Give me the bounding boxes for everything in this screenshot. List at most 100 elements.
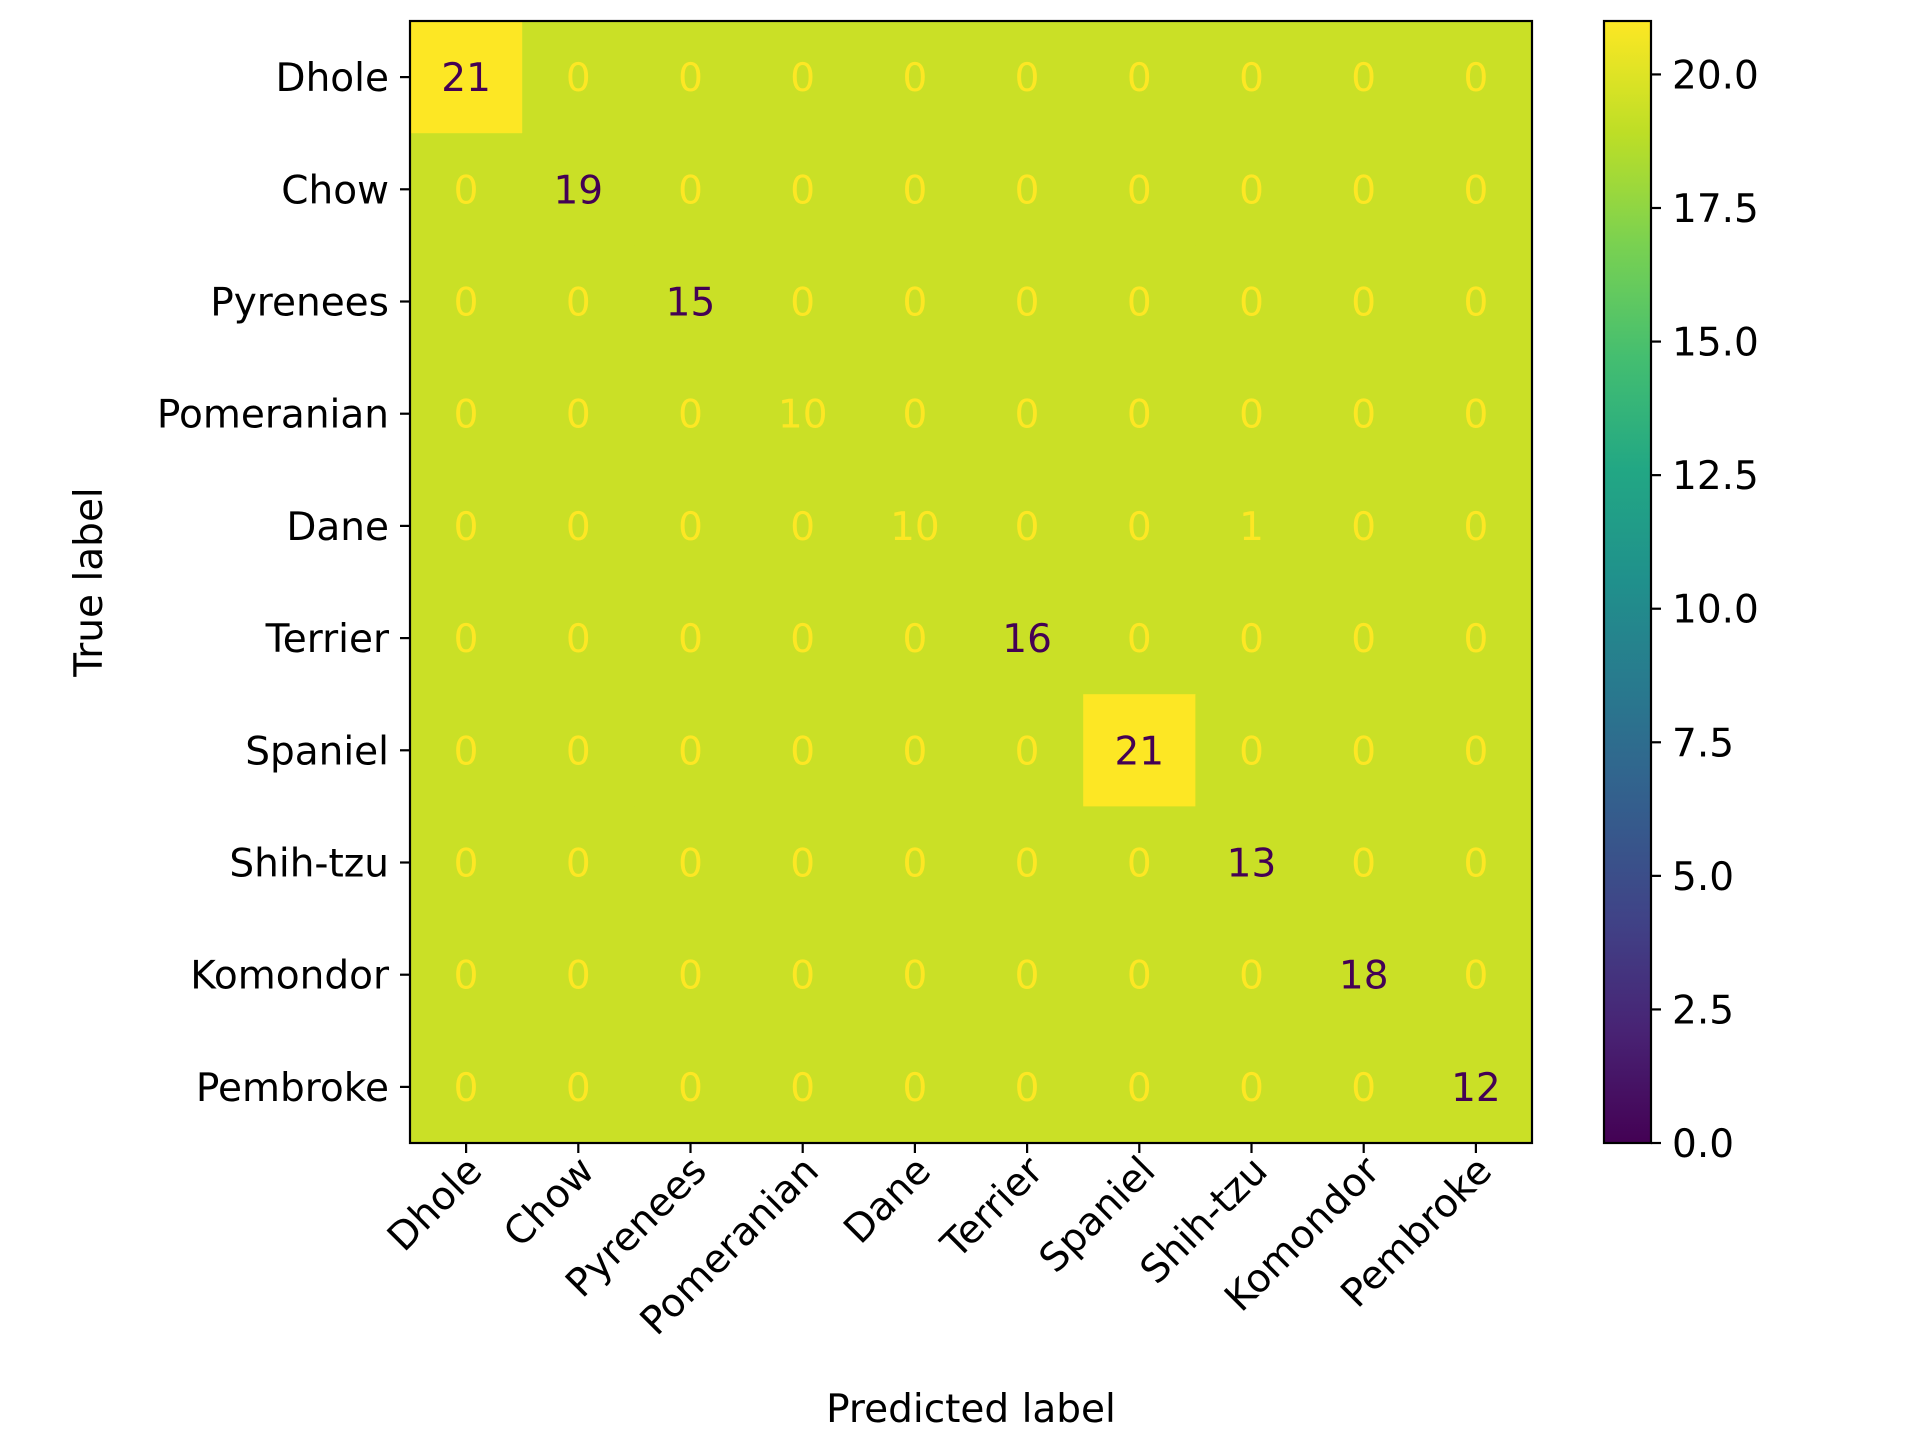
heatmap-cell: [746, 133, 860, 246]
heatmap-cell-value: 0: [902, 168, 927, 213]
heatmap-cell-value: 0: [902, 729, 927, 774]
heatmap-cell-value: 0: [566, 393, 591, 438]
heatmap-cell: [1419, 357, 1533, 471]
heatmap-cell: [1419, 918, 1533, 1032]
heatmap-cell: [1083, 21, 1196, 134]
heatmap-cell: [634, 582, 748, 695]
heatmap-cell: [1083, 694, 1196, 807]
colorbar: [1604, 21, 1651, 1143]
heatmap-cell: [1307, 21, 1421, 134]
heatmap-cell-value: 0: [1463, 505, 1488, 550]
heatmap-cell: [410, 806, 523, 920]
heatmap-cell-value: 16: [1002, 617, 1052, 662]
heatmap-cell: [1083, 806, 1196, 920]
heatmap-cell-value: 0: [1463, 617, 1488, 662]
heatmap-cell-value: 18: [1339, 954, 1389, 999]
heatmap-cell: [410, 694, 523, 807]
heatmap-cell: [1419, 1030, 1533, 1144]
heatmap-cell-value: 10: [778, 393, 828, 438]
heatmap-cell-value: 0: [1127, 393, 1152, 438]
heatmap-cell-value: 0: [1463, 56, 1488, 101]
heatmap-cell-value: 0: [1127, 842, 1152, 887]
heatmap-cell-value: 0: [678, 617, 703, 662]
heatmap-cell: [1083, 357, 1196, 471]
heatmap-cell-value: 0: [678, 1066, 703, 1111]
heatmap-cell-value: 0: [678, 393, 703, 438]
heatmap-cell: [971, 694, 1084, 807]
y-tick-label: Chow: [281, 168, 389, 213]
heatmap-cell-value: 0: [1463, 842, 1488, 887]
heatmap-cell-value: 0: [1015, 168, 1040, 213]
heatmap-cell-value: 0: [790, 729, 815, 774]
y-tick-label: Komondor: [190, 954, 390, 999]
heatmap-cell: [858, 1030, 972, 1144]
heatmap-cell-value: 0: [1239, 729, 1264, 774]
heatmap-cell-value: 0: [678, 729, 703, 774]
heatmap-cell: [634, 245, 748, 359]
heatmap-cell: [1195, 582, 1309, 695]
heatmap-cell: [1307, 806, 1421, 920]
heatmap-cell-value: 0: [1351, 281, 1376, 326]
heatmap-cell-value: 0: [678, 168, 703, 213]
heatmap-cell: [858, 245, 972, 359]
heatmap-cell-value: 21: [1114, 729, 1164, 774]
heatmap-cell-value: 0: [790, 954, 815, 999]
heatmap-cell-value: 0: [1463, 393, 1488, 438]
heatmap-cell-value: 10: [890, 505, 940, 550]
heatmap-cell-value: 0: [1351, 505, 1376, 550]
heatmap-cell-value: 0: [1127, 1066, 1152, 1111]
heatmap-cell-value: 0: [902, 1066, 927, 1111]
heatmap-cell: [858, 582, 972, 695]
plot-frame: [408, 19, 1534, 1145]
heatmap-cell: [410, 245, 523, 359]
heatmap-cell: [1307, 245, 1421, 359]
heatmap-cell-value: 0: [1239, 617, 1264, 662]
heatmap-cell: [1307, 582, 1421, 695]
heatmap-cell: [971, 582, 1084, 695]
heatmap-cell: [1083, 918, 1196, 1032]
heatmap-cell-value: 0: [1015, 281, 1040, 326]
heatmap-cell: [410, 1030, 523, 1144]
y-axis-ticks: Dhole Chow Pyrenees Pomeranian Dane Terrier Sp…: [157, 56, 410, 1111]
heatmap-cell: [634, 469, 748, 583]
heatmap-cell: [971, 918, 1084, 1032]
heatmap-cell-value: 0: [454, 281, 479, 326]
heatmap-cell-value: 1: [1239, 505, 1264, 550]
heatmap-cell-value: 0: [454, 505, 479, 550]
heatmap-cell-value: 0: [566, 954, 591, 999]
heatmap-cell: [410, 21, 523, 134]
heatmap-cell: [410, 133, 523, 246]
heatmap-cell-value: 0: [566, 842, 591, 887]
colorbar-tick-label: 5.0: [1672, 855, 1734, 900]
heatmap-cell: [1419, 21, 1533, 134]
heatmap-cell: [1083, 582, 1196, 695]
heatmap-cell-value: 0: [790, 281, 815, 326]
heatmap-cell: [1195, 21, 1309, 134]
heatmap-cell: [746, 469, 860, 583]
colorbar-frame: [1602, 19, 1653, 1145]
heatmap-cell-value: 0: [790, 617, 815, 662]
y-tick-label: Spaniel: [245, 729, 389, 774]
heatmap-cell: [522, 245, 635, 359]
heatmap-cell: [634, 357, 748, 471]
heatmap-cell: [410, 469, 523, 583]
colorbar-tick-label: 2.5: [1672, 988, 1734, 1033]
heatmap-cell: [410, 582, 523, 695]
heatmap-cell: [1195, 245, 1309, 359]
heatmap-cell: [971, 21, 1084, 134]
heatmap-cell-value: 0: [454, 1066, 479, 1111]
heatmap-cell: [1419, 469, 1533, 583]
heatmap-cell-value: 0: [1127, 617, 1152, 662]
heatmap-cell: [634, 133, 748, 246]
heatmap-cell-value: 0: [790, 505, 815, 550]
heatmap-cell-value: 0: [1351, 729, 1376, 774]
heatmap-cells: [410, 21, 1533, 1144]
y-tick-label: Pomeranian: [157, 393, 389, 438]
heatmap-cell-value: 0: [1015, 56, 1040, 101]
heatmap-cell-value: 0: [1463, 729, 1488, 774]
heatmap-cell: [746, 582, 860, 695]
heatmap-cell-value: 0: [790, 1066, 815, 1111]
heatmap-cell: [522, 469, 635, 583]
heatmap-cell-value: 15: [666, 281, 716, 326]
colorbar-tick-label: 15.0: [1672, 321, 1759, 366]
